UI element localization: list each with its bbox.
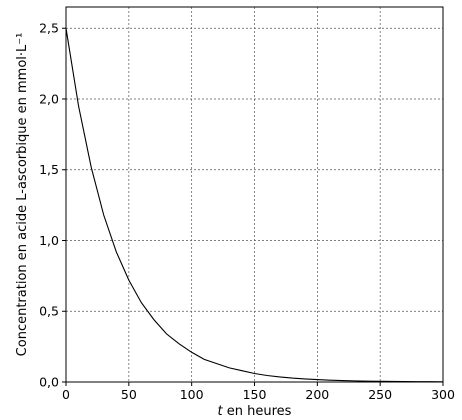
x-tick-label: 250 xyxy=(368,387,392,402)
y-tick-label: 0,5 xyxy=(39,304,59,319)
y-ticks: 0,0 0,5 1,0 1,5 2,0 2,5 xyxy=(39,21,66,390)
x-tick-label: 100 xyxy=(180,387,204,402)
y-tick-label: 1,5 xyxy=(39,162,59,177)
y-tick-label: 2,5 xyxy=(39,21,59,36)
x-tick-label: 0 xyxy=(62,387,70,402)
x-axis-variable: t xyxy=(218,404,224,419)
series-line xyxy=(65,28,444,383)
x-tick-label: 300 xyxy=(431,387,455,402)
y-axis-label: Concentration en acide L-ascorbique en m… xyxy=(15,33,30,357)
x-tick-label: 50 xyxy=(121,387,137,402)
y-tick-label: 0,0 xyxy=(39,375,59,390)
y-tick-label: 2,0 xyxy=(39,91,59,106)
grid-lines xyxy=(65,7,444,383)
x-tick-label: 200 xyxy=(305,387,329,402)
x-axis-unit: en heures xyxy=(223,404,292,419)
x-ticks: 0 50 100 150 200 250 300 xyxy=(62,382,455,402)
y-tick-label: 1,0 xyxy=(39,233,59,248)
x-axis-label: t en heures xyxy=(218,404,292,419)
x-tick-label: 150 xyxy=(243,387,267,402)
